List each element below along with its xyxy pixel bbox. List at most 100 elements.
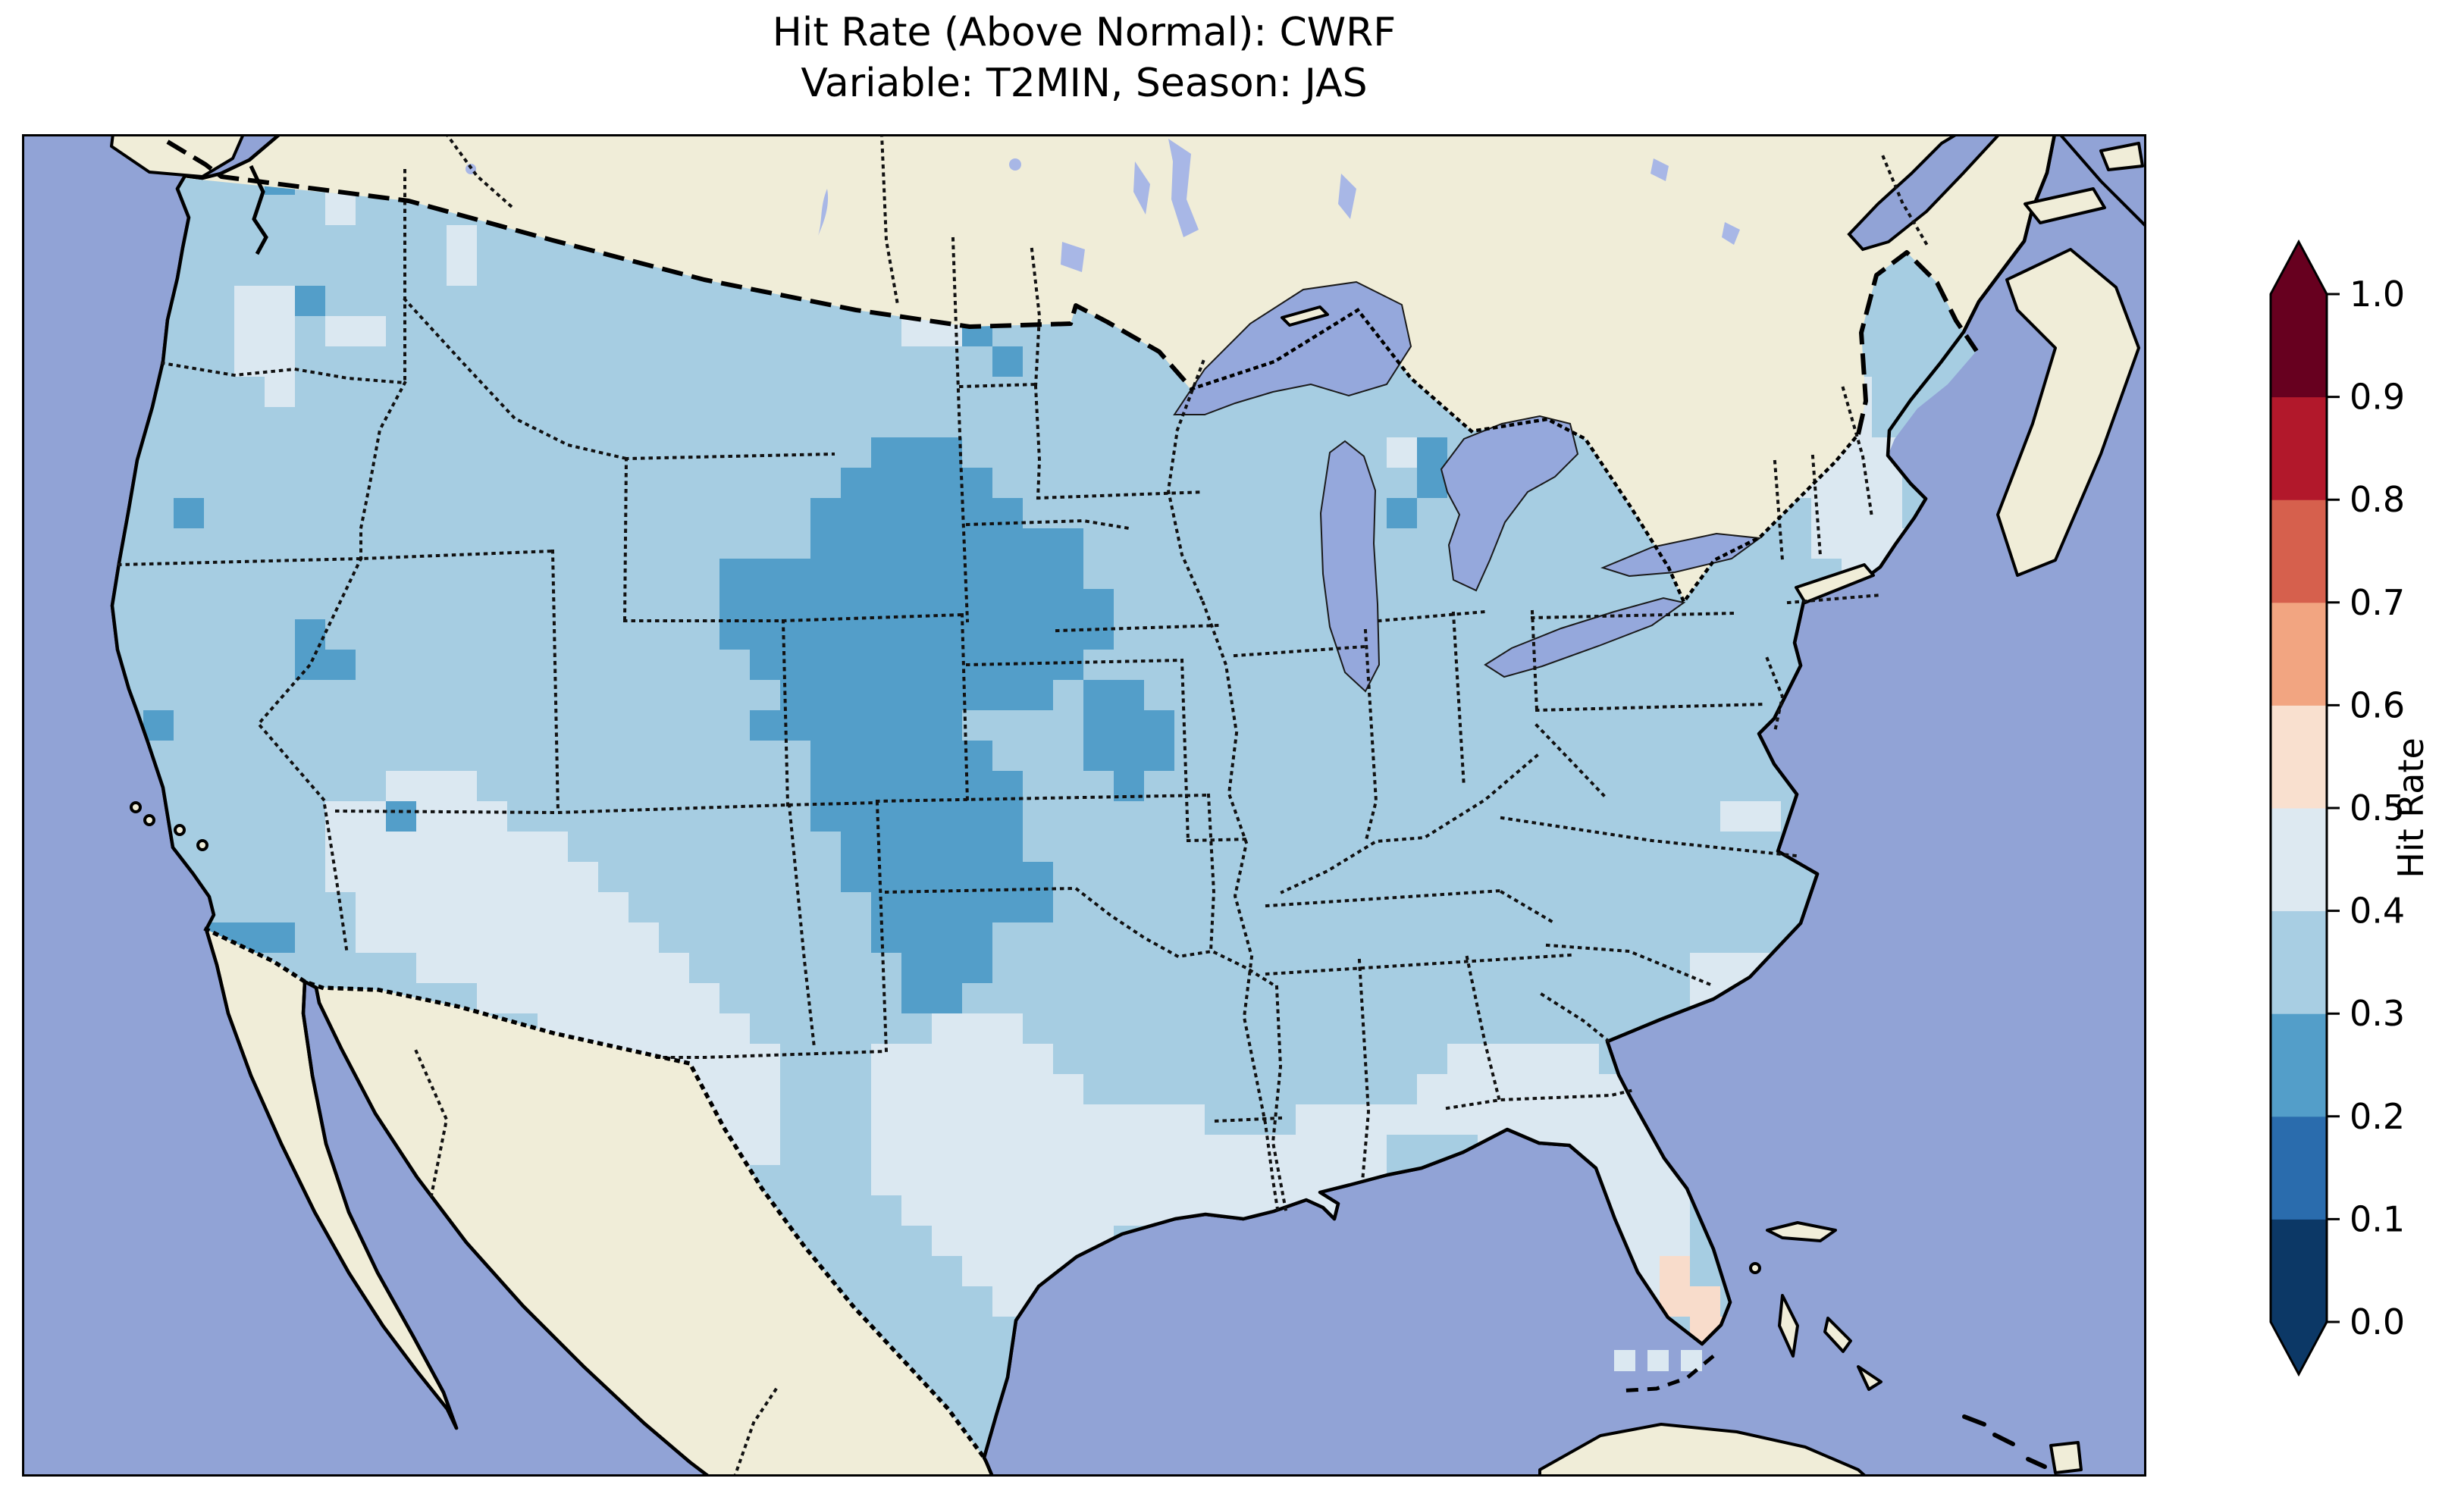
grid-cell-0.2-0.3 [1053,589,1083,619]
channel-island-1 [131,803,140,812]
grid-cell-0.2-0.3 [841,771,871,801]
grid-cell-0.2-0.3 [841,589,871,619]
grid-cell-0.5-0.6 [1690,1286,1720,1317]
grid-cell-0.4-0.5 [416,953,447,983]
colorbar-tick-label: 0.6 [2350,684,2405,725]
grid-cell-0.4-0.5 [1296,1104,1326,1135]
grid-cell-0.2-0.3 [750,710,780,741]
grid-cell-0.4-0.5 [901,1135,932,1165]
grid-cell-0.2-0.3 [1144,741,1174,771]
grid-cell-0.4-0.5 [992,1165,1023,1195]
grid-cell-0.4-0.5 [629,953,659,983]
grid-cell-0.4-0.5 [477,832,507,862]
grid-cell-0.2-0.3 [992,619,1023,650]
grid-cell-0.4-0.5 [507,892,538,922]
grid-cell-0.4-0.5 [1720,801,1751,832]
grid-cell-0.4-0.5 [659,953,689,983]
grid-cell-0.4-0.5 [962,1013,992,1044]
grid-cell-0.4-0.5 [325,195,356,225]
grid-cell-0.4-0.5 [932,1044,962,1074]
grid-cell-0.4-0.5 [507,983,538,1013]
grid-cell-0.2-0.3 [871,771,901,801]
ocean-grid-cells [1614,1350,1702,1371]
grid-cell-0.2-0.3 [719,619,750,650]
grid-cell-0.4-0.5 [1053,1135,1083,1165]
grid-cell-0.4-0.5 [1114,1165,1144,1195]
colorbar: 0.00.10.20.30.40.50.60.70.80.91.0 Hit Ra… [2244,220,2464,1433]
grid-cell-0.4-0.5 [1023,1104,1053,1135]
grid-cell-0.2-0.3 [901,559,932,589]
grid-cell-0.2-0.3 [750,559,780,589]
grid-cell-0.2-0.3 [810,771,841,801]
grid-cell-0.4-0.5 [962,1135,992,1165]
grid-cell-0.2-0.3 [992,589,1023,619]
grid-cell-0.4-0.5 [1144,1135,1174,1165]
grid-cell-0.4-0.5 [962,1165,992,1195]
grid-cell-0.2-0.3 [1114,741,1144,771]
ocean-grid-cell [1681,1350,1702,1371]
grid-cell-0.2-0.3 [1114,680,1144,710]
grid-cell-0.4-0.5 [871,1135,901,1165]
grid-cell-0.4-0.5 [1660,1195,1690,1226]
grid-cell-0.2-0.3 [1083,589,1114,619]
grid-cell-0.2-0.3 [932,528,962,559]
grid-cell-0.4-0.5 [1447,1044,1478,1074]
grid-cell-0.4-0.5 [1326,1135,1356,1165]
grid-cell-0.4-0.5 [598,922,629,953]
figure-root: Hit Rate (Above Normal): CWRF Variable: … [0,0,2464,1494]
grid-cell-0.2-0.3 [901,771,932,801]
grid-cell-0.4-0.5 [962,1044,992,1074]
grid-cell-0.4-0.5 [750,1135,780,1165]
grid-cell-0.2-0.3 [871,922,901,953]
colorbar-segment-0.6-0.7 [2271,603,2327,706]
colorbar-tick-label: 0.4 [2350,891,2405,932]
grid-cell-0.2-0.3 [901,801,932,832]
grid-cell-0.2-0.3 [992,801,1023,832]
conus-map [22,134,2146,1477]
grid-cell-0.4-0.5 [1174,1165,1205,1195]
grid-cell-0.2-0.3 [1114,710,1144,741]
grid-cell-0.2-0.3 [871,741,901,771]
grid-cell-0.4-0.5 [356,801,386,832]
grid-cell-0.4-0.5 [629,1013,659,1044]
grid-cell-0.2-0.3 [932,680,962,710]
grid-cell-0.2-0.3 [962,832,992,862]
grid-cell-0.4-0.5 [1538,1074,1569,1104]
grid-cell-0.4-0.5 [901,1195,932,1226]
channel-island-3 [175,825,184,835]
grid-cell-0.4-0.5 [356,892,386,922]
grid-cell-0.4-0.5 [356,922,386,953]
grid-cell-0.2-0.3 [295,650,325,680]
grid-cell-0.2-0.3 [901,710,932,741]
grid-cell-0.2-0.3 [810,498,841,528]
grid-cell-0.4-0.5 [447,225,477,255]
map-axes [22,134,2146,1477]
grid-cell-0.2-0.3 [841,619,871,650]
grid-cell-0.2-0.3 [143,710,174,741]
grid-cell-0.4-0.5 [477,953,507,983]
grid-cell-0.4-0.5 [356,862,386,892]
grid-cell-0.4-0.5 [1660,1226,1690,1256]
grid-cell-0.4-0.5 [1053,1074,1083,1104]
grid-cell-0.4-0.5 [719,1074,750,1104]
grid-cell-0.2-0.3 [841,528,871,559]
grid-cell-0.4-0.5 [992,1135,1023,1165]
grid-cell-0.2-0.3 [901,983,932,1013]
grid-cell-0.4-0.5 [932,1165,962,1195]
grid-cell-0.4-0.5 [1842,528,1872,559]
grid-cell-0.4-0.5 [992,1195,1023,1226]
grid-cell-0.4-0.5 [1811,528,1842,559]
grid-cell-0.4-0.5 [477,801,507,832]
grid-cell-0.4-0.5 [416,771,447,801]
grid-cell-0.2-0.3 [871,710,901,741]
grid-cell-0.2-0.3 [962,862,992,892]
grid-cell-0.2-0.3 [901,741,932,771]
grid-cell-0.4-0.5 [1235,1165,1265,1195]
grid-cell-0.4-0.5 [1174,1104,1205,1135]
grid-cell-0.4-0.5 [932,1104,962,1135]
grid-cell-0.2-0.3 [841,862,871,892]
grid-cell-0.2-0.3 [174,498,204,528]
grid-cell-0.4-0.5 [1629,1226,1660,1256]
grid-cell-0.2-0.3 [810,528,841,559]
grid-cell-0.2-0.3 [932,650,962,680]
